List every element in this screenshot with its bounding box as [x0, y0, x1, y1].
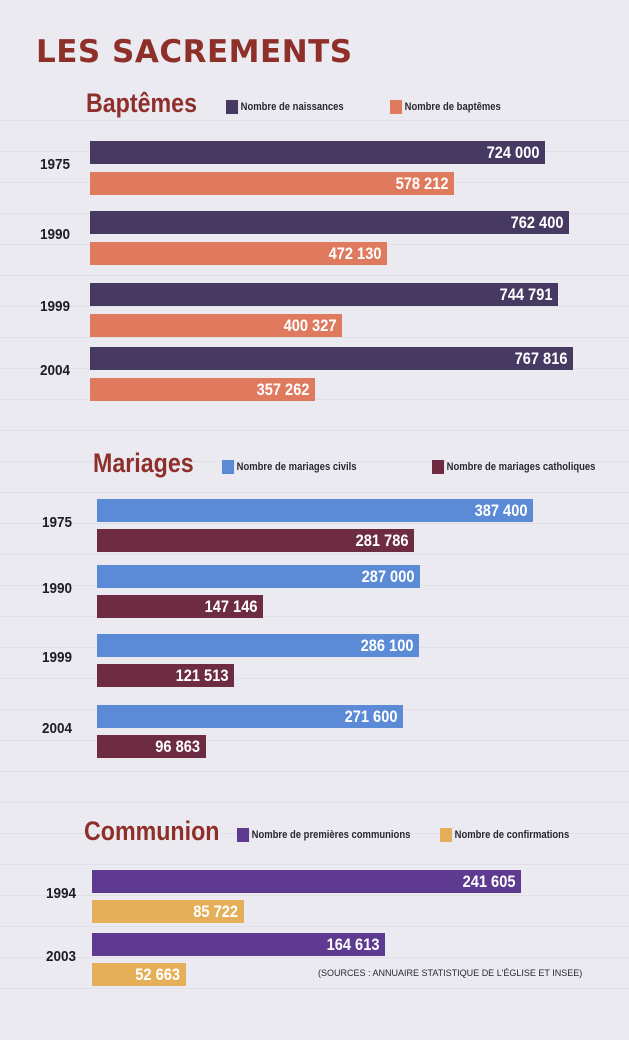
bar: 286 100 — [97, 634, 419, 657]
bar: 767 816 — [90, 347, 573, 370]
year-label: 1994 — [46, 885, 77, 902]
year-label: 2003 — [46, 948, 77, 965]
bar-value-label: 85 722 — [193, 902, 238, 921]
bar-value-label: 767 816 — [514, 349, 567, 368]
chart-title-mariages: Mariages — [93, 448, 194, 478]
bar-value-label: 241 605 — [462, 872, 515, 891]
bar: 241 605 — [92, 870, 521, 893]
bar: 472 130 — [90, 242, 387, 265]
bar-value-label: 724 000 — [486, 143, 539, 162]
bar: 724 000 — [90, 141, 545, 164]
legend-label: Nombre de premières communions — [251, 829, 411, 841]
legend-swatch — [226, 100, 239, 114]
legend-swatch — [237, 828, 250, 842]
bar: 762 400 — [90, 211, 569, 234]
bar: 387 400 — [97, 499, 533, 522]
source-note: (SOURCES : ANNUAIRE STATISTIQUE DE L'ÉGL… — [318, 968, 583, 978]
bar-value-label: 400 327 — [283, 316, 336, 335]
bar-value-label: 147 146 — [204, 597, 257, 616]
legend-label: Nombre de mariages civils — [236, 461, 357, 473]
legend-label: Nombre de baptêmes — [404, 101, 501, 113]
legend-swatch — [222, 460, 235, 474]
legend-swatch — [432, 460, 445, 474]
bar-value-label: 52 663 — [135, 965, 180, 984]
legend-item: Nombre de confirmations — [440, 828, 569, 842]
bar: 287 000 — [97, 565, 420, 588]
legend-swatch — [440, 828, 453, 842]
year-label: 2004 — [40, 362, 71, 379]
legend-label: Nombre de naissances — [240, 101, 344, 113]
legend-label: Nombre de confirmations — [454, 829, 570, 841]
bar-value-label: 96 863 — [155, 737, 200, 756]
legend-item: Nombre de naissances — [226, 100, 344, 114]
legend-swatch — [390, 100, 403, 114]
bar: 271 600 — [97, 705, 403, 728]
year-label: 1975 — [40, 156, 71, 173]
year-label: 1990 — [40, 226, 71, 243]
bar-value-label: 387 400 — [474, 501, 527, 520]
bar: 164 613 — [92, 933, 385, 956]
year-label: 1990 — [42, 580, 73, 597]
bar: 52 663 — [92, 963, 186, 986]
legend-item: Nombre de premières communions — [237, 828, 410, 842]
bar-value-label: 121 513 — [175, 666, 228, 685]
year-label: 1999 — [42, 649, 73, 666]
bar: 85 722 — [92, 900, 244, 923]
bar: 147 146 — [97, 595, 263, 618]
bar: 96 863 — [97, 735, 206, 758]
bar-value-label: 281 786 — [355, 531, 408, 550]
legend-item: Nombre de mariages civils — [222, 460, 357, 474]
bar-value-label: 472 130 — [328, 244, 381, 263]
year-label: 1975 — [42, 514, 73, 531]
chart-title-baptemes: Baptêmes — [86, 88, 197, 118]
bar: 578 212 — [90, 172, 454, 195]
bar: 400 327 — [90, 314, 342, 337]
bar-value-label: 271 600 — [344, 707, 397, 726]
bar-value-label: 762 400 — [510, 213, 563, 232]
year-label: 1999 — [40, 298, 71, 315]
legend-item: Nombre de baptêmes — [390, 100, 501, 114]
bar-value-label: 164 613 — [326, 935, 379, 954]
bar: 357 262 — [90, 378, 315, 401]
bar-value-label: 578 212 — [395, 174, 448, 193]
bar: 121 513 — [97, 664, 234, 687]
bar-value-label: 744 791 — [499, 285, 552, 304]
bar-value-label: 357 262 — [256, 380, 309, 399]
legend-label: Nombre de mariages catholiques — [446, 461, 596, 473]
page-title: LES SACREMENTS — [36, 34, 353, 70]
year-label: 2004 — [42, 720, 73, 737]
legend-item: Nombre de mariages catholiques — [432, 460, 595, 474]
bar: 744 791 — [90, 283, 558, 306]
bar-value-label: 287 000 — [361, 567, 414, 586]
bar: 281 786 — [97, 529, 414, 552]
chart-title-communion: Communion — [84, 816, 220, 846]
bar-value-label: 286 100 — [360, 636, 413, 655]
